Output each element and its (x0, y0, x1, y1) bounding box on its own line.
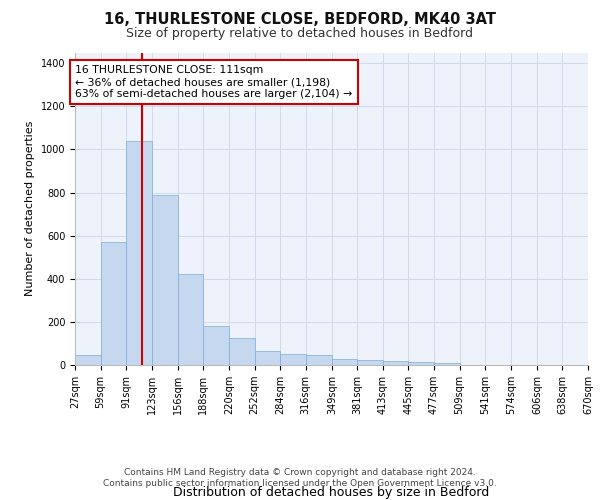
Bar (434, 364, 460, 365)
Bar (409, 362, 434, 365)
Bar (101, 242, 126, 365)
Bar (126, 141, 152, 365)
Bar (75, 356, 101, 365)
Text: 16, THURLESTONE CLOSE, BEDFORD, MK40 3AT: 16, THURLESTONE CLOSE, BEDFORD, MK40 3AT (104, 12, 496, 28)
Bar (152, 194, 178, 365)
Y-axis label: Number of detached properties: Number of detached properties (25, 121, 35, 296)
Bar (358, 360, 383, 365)
Bar (203, 326, 229, 365)
Text: Contains HM Land Registry data © Crown copyright and database right 2024.
Contai: Contains HM Land Registry data © Crown c… (103, 468, 497, 487)
Bar (383, 361, 409, 365)
Text: 16 THURLESTONE CLOSE: 111sqm
← 36% of detached houses are smaller (1,198)
63% of: 16 THURLESTONE CLOSE: 111sqm ← 36% of de… (75, 66, 352, 98)
Bar (332, 358, 358, 365)
Text: Size of property relative to detached houses in Bedford: Size of property relative to detached ho… (127, 28, 473, 40)
X-axis label: Distribution of detached houses by size in Bedford: Distribution of detached houses by size … (173, 486, 490, 500)
Bar (229, 338, 254, 365)
Bar (178, 274, 203, 365)
Bar (280, 354, 305, 365)
Bar (305, 356, 332, 365)
Bar (254, 351, 280, 365)
